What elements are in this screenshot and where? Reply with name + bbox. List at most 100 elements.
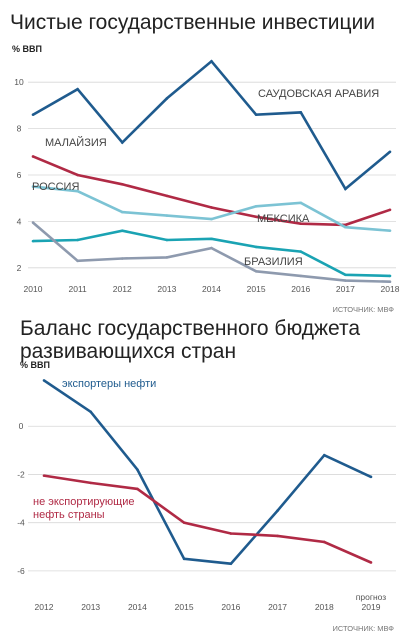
data-point [254, 205, 258, 208]
data-point [76, 173, 79, 177]
chart1-y-unit: % ВВП [12, 44, 42, 54]
data-point [42, 379, 46, 382]
data-point [89, 410, 93, 414]
data-point [388, 229, 392, 232]
data-point [322, 453, 326, 457]
data-point [120, 210, 124, 214]
data-point [344, 273, 347, 277]
chart-budget-balance: Баланс государственного бюджета развиваю… [17, 317, 396, 633]
chart2-y-unit: % ВВП [20, 360, 50, 370]
data-point [136, 487, 139, 491]
y-tick-label: -4 [17, 518, 25, 528]
data-point [388, 280, 392, 284]
x-tick-label: 2016 [291, 284, 310, 294]
series-label-oil-exporters: экспортеры нефти [62, 378, 156, 390]
chart1-title: Чистые государственные инвестиции [10, 11, 375, 34]
data-point [276, 534, 279, 538]
data-point [210, 237, 213, 241]
y-tick-label: 10 [14, 77, 24, 87]
data-point [89, 481, 93, 485]
data-point [344, 187, 347, 191]
data-point [31, 221, 35, 224]
data-point [299, 274, 303, 278]
data-point [229, 532, 233, 535]
x-tick-label: 2019 [362, 602, 381, 612]
y-tick-label: 6 [17, 170, 22, 180]
series-line [32, 59, 391, 191]
x-tick-label: 2018 [381, 284, 400, 294]
x-tick-label: 2018 [315, 602, 334, 612]
data-point [210, 60, 213, 63]
data-point [76, 189, 79, 193]
series-line [43, 379, 372, 566]
data-point [165, 238, 169, 242]
data-point [299, 111, 303, 114]
data-point [31, 239, 35, 243]
data-point [369, 561, 373, 564]
x-tick-label: 2017 [268, 602, 287, 612]
data-point [120, 257, 124, 260]
data-point [76, 238, 79, 242]
x-tick-label: 2014 [202, 284, 221, 294]
series-line [32, 221, 391, 283]
chart2-title-line2: развивающихся стран [20, 340, 236, 363]
x-tick-label: 2013 [81, 602, 100, 612]
data-point [369, 475, 373, 479]
y-tick-label: -6 [17, 566, 25, 576]
x-tick-label: 2016 [221, 602, 240, 612]
x-tick-label: 2013 [157, 284, 176, 294]
data-point [388, 274, 392, 278]
y-tick-label: 4 [17, 216, 22, 226]
series-label-mexico: МЕКСИКА [257, 213, 310, 225]
data-point [254, 269, 258, 273]
chart1-source: ИСТОЧНИК: МВФ [332, 305, 394, 314]
y-tick-label: -2 [17, 469, 25, 479]
x-tick-label: 2012 [35, 602, 54, 612]
series-label-non-exporters-line1: не экспортирующие [33, 496, 135, 508]
x-tick-label: 2017 [336, 284, 355, 294]
data-point [229, 562, 233, 565]
y-tick-label: 8 [17, 124, 22, 134]
data-point [210, 217, 213, 221]
data-point [254, 245, 258, 249]
data-point [42, 474, 46, 477]
series-label-russia: РОССИЯ [32, 181, 79, 193]
series-line [32, 229, 391, 278]
x-tick-label: 2014 [128, 602, 147, 612]
series-label-saudi-arabia: САУДОВСКАЯ АРАВИЯ [258, 88, 379, 100]
data-point [76, 259, 79, 263]
data-point [299, 222, 303, 226]
y-tick-label: 2 [17, 263, 22, 273]
series-label-brazil: БРАЗИЛИЯ [244, 256, 303, 268]
data-point [31, 113, 35, 116]
data-point [31, 185, 35, 188]
data-point [210, 206, 213, 209]
data-point [344, 225, 347, 229]
data-point [165, 194, 169, 198]
data-point [299, 201, 303, 205]
series-label-malaysia: МАЛАЙЗИЯ [45, 136, 107, 149]
data-point [182, 521, 186, 524]
series-label-non-exporters-line2: нефть страны [33, 509, 105, 521]
forecast-note: прогноз [356, 592, 386, 602]
data-point [136, 468, 139, 471]
data-point [76, 87, 79, 91]
x-tick-label: 2011 [68, 284, 87, 294]
series-line [32, 155, 391, 227]
data-point [388, 150, 392, 154]
data-point [299, 250, 303, 253]
data-point [165, 214, 169, 217]
data-point [165, 256, 169, 259]
data-point [31, 155, 35, 158]
x-tick-label: 2015 [175, 602, 194, 612]
x-tick-label: 2015 [247, 284, 266, 294]
data-point [120, 141, 124, 144]
chart-net-public-investment: Чистые государственные инвестиции % ВВП … [10, 11, 400, 314]
y-tick-label: 0 [19, 421, 24, 431]
x-tick-label: 2010 [24, 284, 43, 294]
data-point [165, 97, 169, 100]
data-point [276, 509, 279, 512]
series-line [43, 474, 372, 564]
x-tick-label: 2012 [113, 284, 132, 294]
